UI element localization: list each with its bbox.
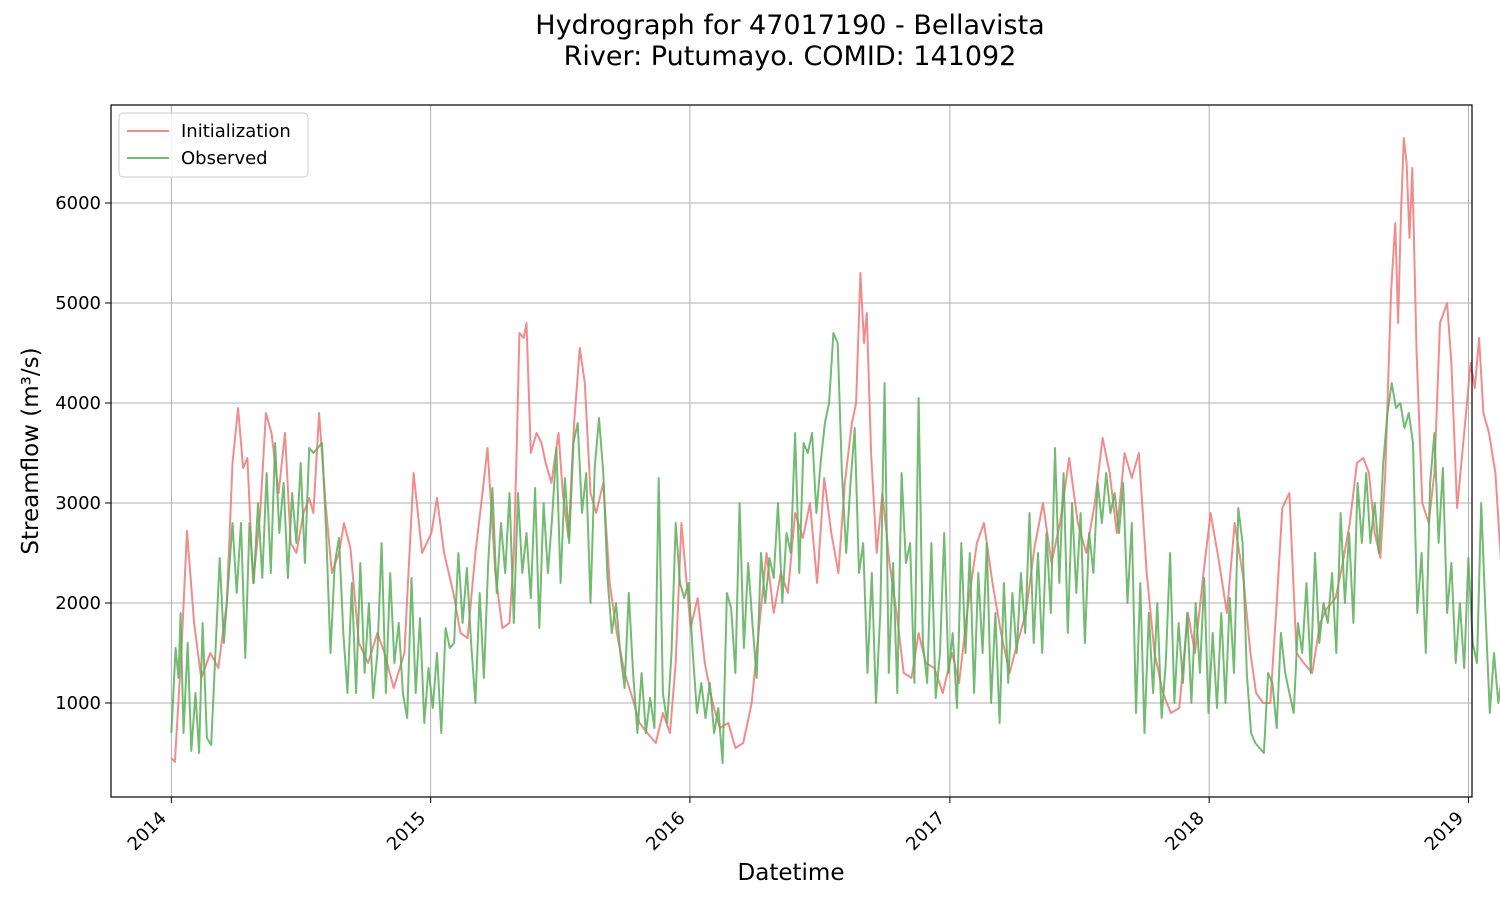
y-tick-label: 5000 [55,293,101,314]
chart-title-line-1: Hydrograph for 47017190 - Bellavista [535,10,1045,41]
x-tick-label: 2019 [1421,808,1468,855]
x-tick-label: 2017 [902,808,949,855]
series-lines [170,137,1500,764]
y-tick-label: 6000 [55,193,101,214]
y-tick-label: 3000 [55,493,101,514]
y-tick-label: 1000 [55,693,101,714]
x-tick-label: 2016 [642,808,689,855]
plot-frame [110,104,1473,798]
legend-label-initialization: Initialization [181,121,291,142]
x-tick-label: 2018 [1161,808,1208,855]
y-tick-label: 4000 [55,393,101,414]
legend-label-observed: Observed [181,148,268,169]
x-tick-label: 2015 [383,808,430,855]
y-tick-label: 2000 [55,593,101,614]
x-axis-label: Datetime [738,860,845,886]
legend-box [118,112,309,178]
series-line-initialization [170,137,1500,763]
series-line-observed [170,332,1500,764]
axis-ticks: 2014 2015 2016 2017 2018 2019 1000 2000 3000 4000… [55,193,1469,855]
chart-title: Hydrograph for 47017190 - Bellavista Riv… [0,10,1500,72]
x-tick-label: 2014 [124,808,171,855]
y-axis-label: Streamflow (m³/s) [18,347,44,554]
legend: Initialization Observed [118,112,309,178]
chart-title-line-2: River: Putumayo. COMID: 141092 [563,41,1017,72]
